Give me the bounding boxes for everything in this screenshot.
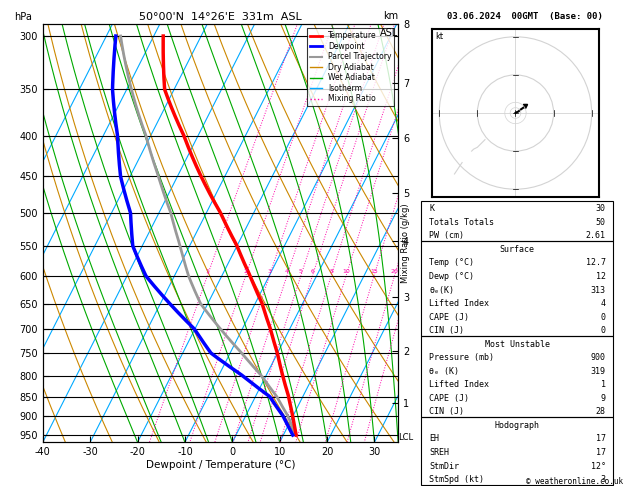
Text: 313: 313 <box>591 286 606 295</box>
Text: 1: 1 <box>205 269 209 274</box>
Text: Surface: Surface <box>500 245 535 254</box>
X-axis label: Dewpoint / Temperature (°C): Dewpoint / Temperature (°C) <box>146 460 295 470</box>
Text: CIN (J): CIN (J) <box>429 326 464 335</box>
Text: θₑ (K): θₑ (K) <box>429 367 459 376</box>
Text: 3: 3 <box>267 269 271 274</box>
Text: CAPE (J): CAPE (J) <box>429 312 469 322</box>
Text: 2: 2 <box>243 269 248 274</box>
Text: 900: 900 <box>591 353 606 362</box>
Text: 28: 28 <box>596 407 606 417</box>
Text: K: K <box>429 204 434 213</box>
Text: 3: 3 <box>601 475 606 484</box>
Text: 03.06.2024  00GMT  (Base: 00): 03.06.2024 00GMT (Base: 00) <box>447 12 603 21</box>
Text: SREH: SREH <box>429 448 449 457</box>
Text: 4: 4 <box>601 299 606 308</box>
Text: 319: 319 <box>591 367 606 376</box>
Text: 50: 50 <box>596 218 606 227</box>
Legend: Temperature, Dewpoint, Parcel Trajectory, Dry Adiabat, Wet Adiabat, Isotherm, Mi: Temperature, Dewpoint, Parcel Trajectory… <box>307 28 394 106</box>
Text: Lifted Index: Lifted Index <box>429 381 489 389</box>
Text: 12.7: 12.7 <box>586 259 606 267</box>
Text: 20: 20 <box>391 269 398 274</box>
Text: CIN (J): CIN (J) <box>429 407 464 417</box>
Text: 17: 17 <box>596 434 606 444</box>
Text: CAPE (J): CAPE (J) <box>429 394 469 403</box>
Text: 0: 0 <box>601 326 606 335</box>
Text: 1: 1 <box>601 381 606 389</box>
Text: Dewp (°C): Dewp (°C) <box>429 272 474 281</box>
Text: 4: 4 <box>285 269 289 274</box>
Text: StmSpd (kt): StmSpd (kt) <box>429 475 484 484</box>
Text: Totals Totals: Totals Totals <box>429 218 494 227</box>
Text: Mixing Ratio (g/kg): Mixing Ratio (g/kg) <box>401 203 410 283</box>
Title: 50°00'N  14°26'E  331m  ASL: 50°00'N 14°26'E 331m ASL <box>139 12 302 22</box>
Text: StmDir: StmDir <box>429 462 459 470</box>
Text: km: km <box>383 11 398 21</box>
Text: 6: 6 <box>311 269 314 274</box>
Text: 17: 17 <box>596 448 606 457</box>
Text: LCL: LCL <box>398 433 413 442</box>
Text: 12°: 12° <box>591 462 606 470</box>
Text: 10: 10 <box>342 269 350 274</box>
Text: EH: EH <box>429 434 439 444</box>
Text: Most Unstable: Most Unstable <box>485 340 550 349</box>
Text: 8: 8 <box>329 269 333 274</box>
Text: Hodograph: Hodograph <box>495 421 540 430</box>
Text: θₑ(K): θₑ(K) <box>429 286 454 295</box>
Text: 2.61: 2.61 <box>586 231 606 241</box>
Text: hPa: hPa <box>14 12 32 22</box>
Text: 30: 30 <box>596 204 606 213</box>
Text: ASL: ASL <box>380 28 398 37</box>
Text: 12: 12 <box>596 272 606 281</box>
Text: 9: 9 <box>601 394 606 403</box>
Text: 0: 0 <box>601 312 606 322</box>
Text: 5: 5 <box>299 269 303 274</box>
Text: PW (cm): PW (cm) <box>429 231 464 241</box>
Text: Temp (°C): Temp (°C) <box>429 259 474 267</box>
Text: Lifted Index: Lifted Index <box>429 299 489 308</box>
Text: Pressure (mb): Pressure (mb) <box>429 353 494 362</box>
Text: kt: kt <box>435 32 443 41</box>
Text: 15: 15 <box>370 269 378 274</box>
Text: © weatheronline.co.uk: © weatheronline.co.uk <box>526 476 623 486</box>
